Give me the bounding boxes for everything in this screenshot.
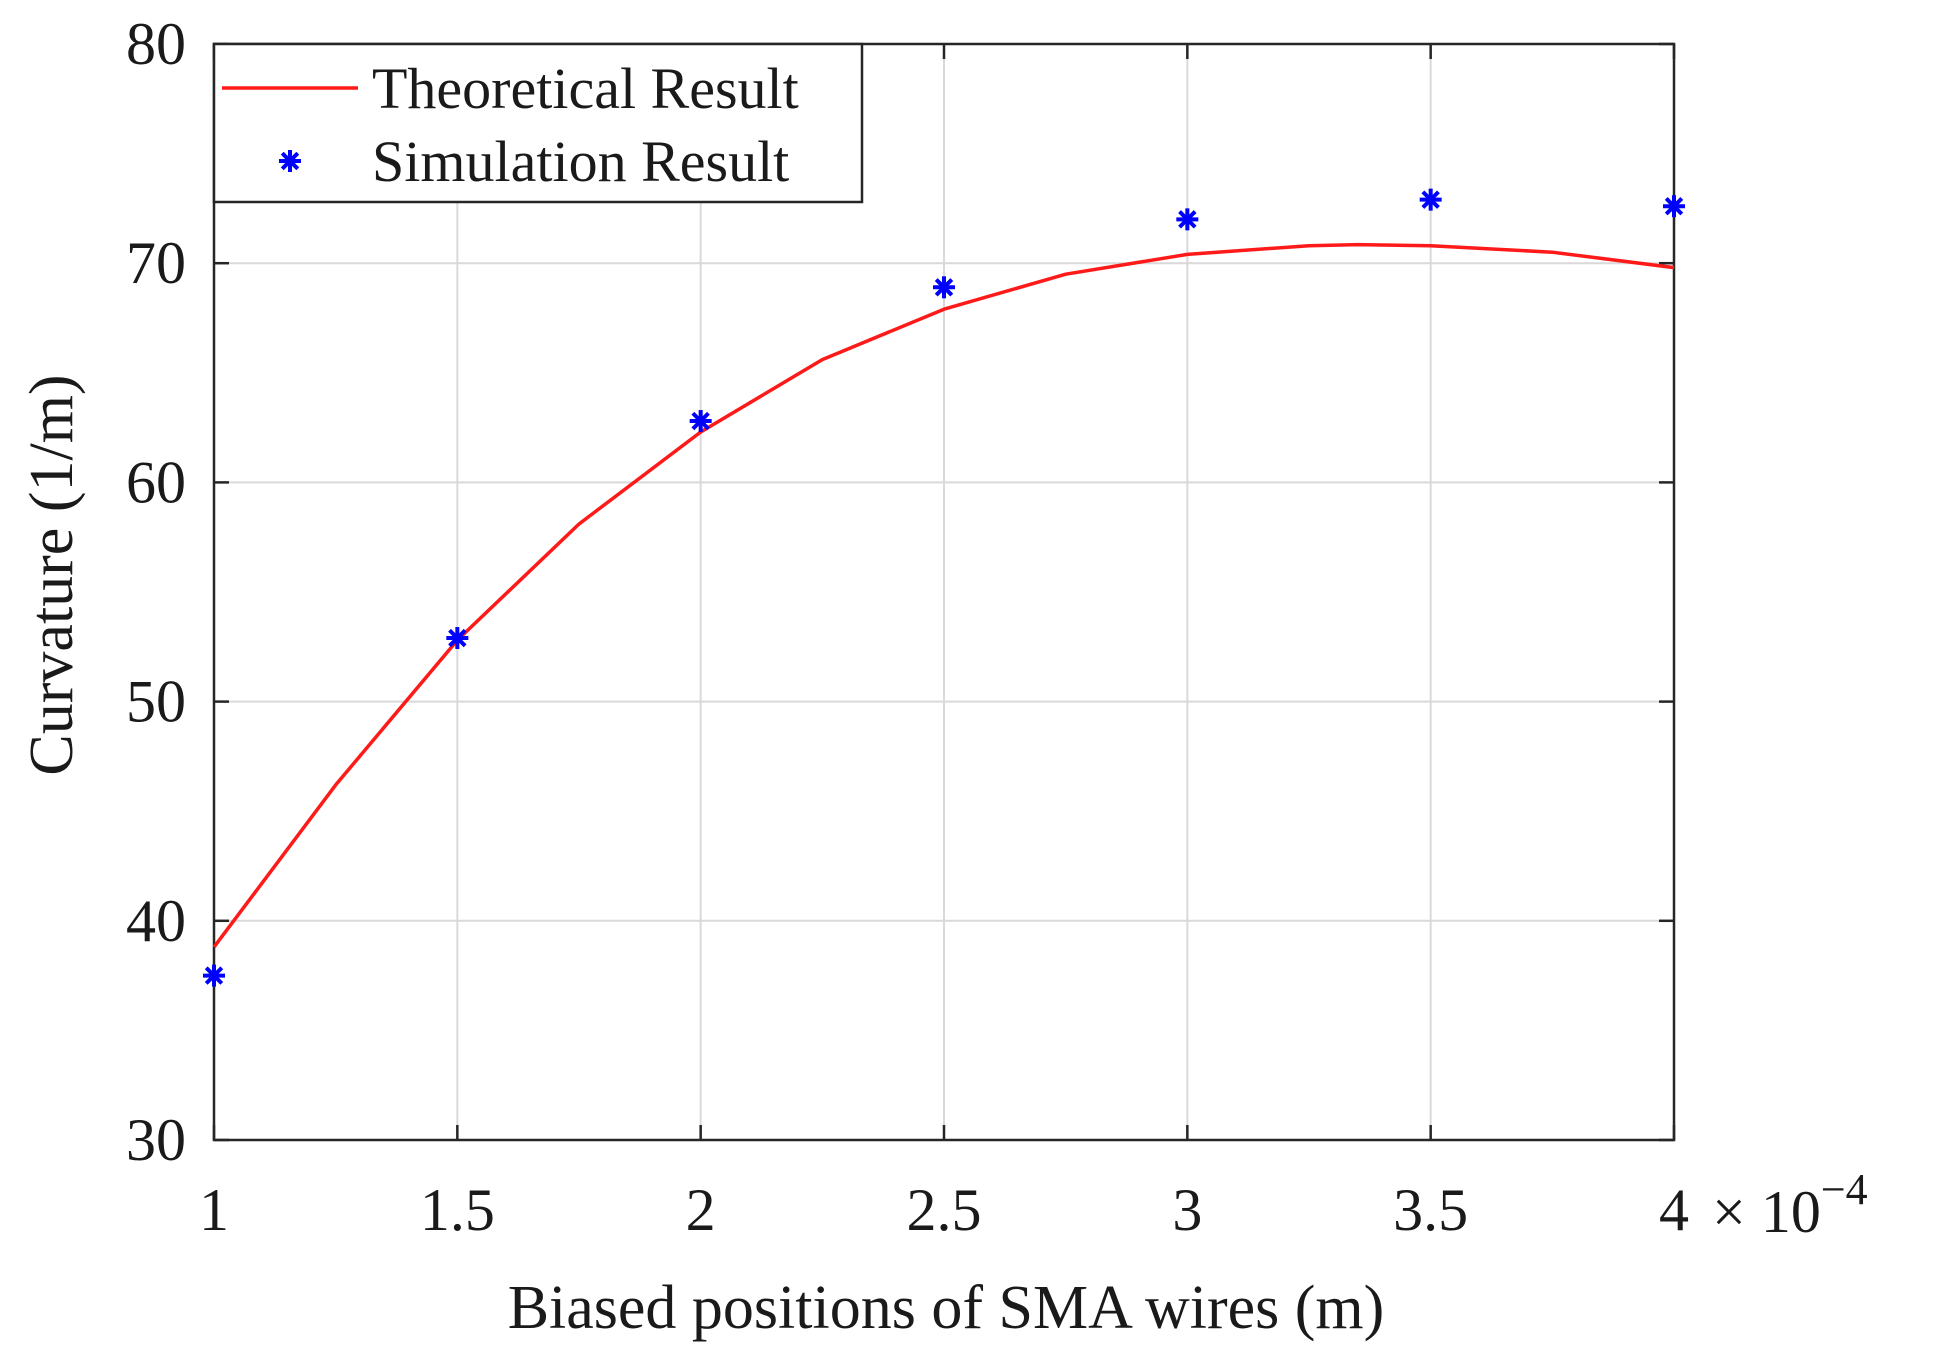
data-point-simulation-result: [933, 276, 955, 299]
y-tick-label: 40: [126, 888, 186, 954]
data-point-simulation-result: [1663, 195, 1685, 218]
y-tick-label: 60: [126, 449, 186, 515]
data-point-simulation-result: [1419, 188, 1442, 211]
x-axis-exponent: × 10−4: [1712, 1165, 1868, 1245]
x-tick-label: 3: [1172, 1177, 1202, 1243]
marker-stroke: [691, 411, 710, 431]
marker-stroke: [1421, 190, 1440, 209]
marker-stroke: [280, 151, 300, 171]
grid-layer: [214, 44, 1674, 1140]
marker-stroke: [1664, 197, 1684, 216]
y-tick-label: 70: [126, 230, 186, 296]
marker-stroke: [1178, 210, 1197, 229]
data-point-simulation-result: [203, 964, 225, 987]
y-axis-title: Curvature (1/m): [18, 374, 86, 775]
legend-swatch-marker: [279, 150, 301, 172]
x-axis-exponent-base: × 10: [1712, 1179, 1821, 1245]
x-tick-label: 1: [199, 1177, 229, 1243]
labels-layer: Biased positions of SMA wires (m) Curvat…: [18, 374, 1868, 1342]
y-tick-label: 80: [126, 11, 186, 77]
y-tick-label: 50: [126, 669, 186, 735]
x-axis-title: Biased positions of SMA wires (m): [508, 1274, 1385, 1342]
legend-box: [212, 42, 864, 204]
series-line-theoretical-result: [212, 242, 1675, 949]
legend-label: Simulation Result: [372, 129, 789, 194]
x-tick-label: 4: [1659, 1177, 1689, 1243]
x-tick-label: 1.5: [420, 1177, 495, 1243]
x-tick-label: 2.5: [907, 1177, 982, 1243]
axes-layer: 1 1.5 2 2.5 3 3.5 4 30 40 50 60 70 80: [126, 11, 1689, 1243]
marker-stroke: [448, 628, 467, 648]
legend-label: Theoretical Result: [372, 56, 799, 121]
data-point-simulation-result: [446, 627, 469, 650]
y-tick-label: 30: [126, 1107, 186, 1173]
x-tick-label: 2: [686, 1177, 716, 1243]
marker-stroke: [204, 966, 224, 985]
legend: Theoretical Result Simulation Result: [212, 42, 864, 204]
series-layer: [203, 188, 1685, 987]
data-point-simulation-result: [689, 410, 712, 433]
x-axis-exponent-power: −4: [1821, 1165, 1868, 1214]
x-tick-label: 3.5: [1393, 1177, 1468, 1243]
marker-stroke: [934, 278, 954, 297]
data-point-simulation-result: [1176, 208, 1199, 231]
